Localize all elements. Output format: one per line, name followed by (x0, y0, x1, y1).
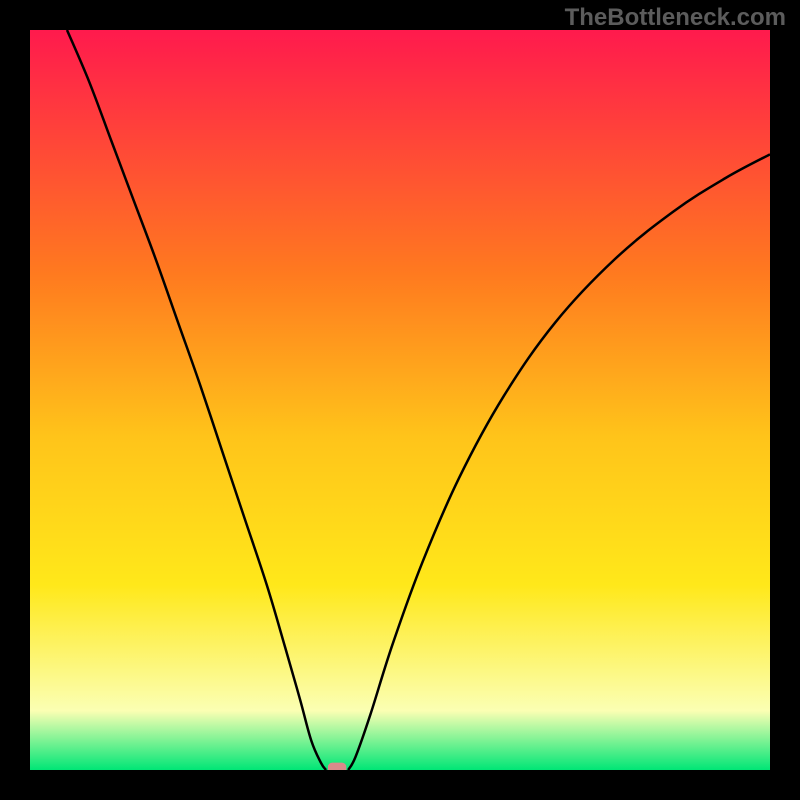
plot-area (30, 30, 770, 770)
valley-marker-rect (328, 763, 347, 770)
right-arm-path (348, 154, 770, 770)
curve-layer (30, 30, 770, 770)
chart-frame: TheBottleneck.com (0, 0, 800, 800)
left-arm-path (67, 30, 326, 770)
watermark-label: TheBottleneck.com (565, 4, 786, 32)
